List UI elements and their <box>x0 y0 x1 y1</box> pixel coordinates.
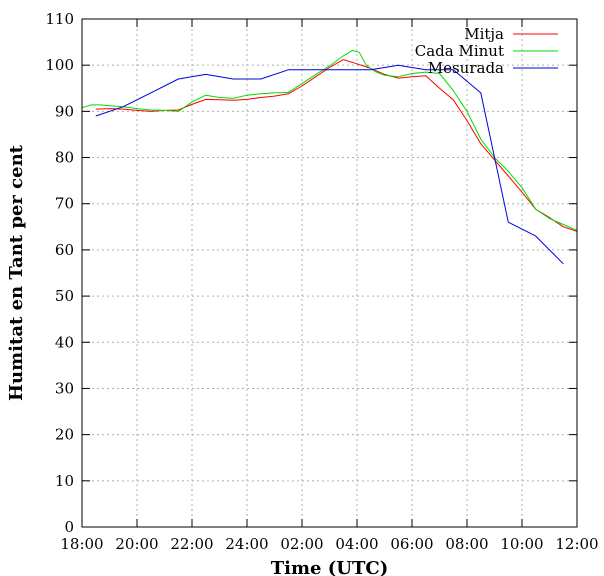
series-layer <box>81 49 578 265</box>
x-tick-label: 20:00 <box>115 535 158 553</box>
x-axis-title: Time (UTC) <box>271 558 388 576</box>
y-tick-label: 110 <box>45 10 74 28</box>
plot-frame <box>81 18 578 528</box>
legend-label: Cada Minut <box>415 42 504 60</box>
grid <box>82 19 577 527</box>
series-line-mitja <box>95 59 578 232</box>
y-tick-label: 30 <box>55 379 74 397</box>
axis-ticks: 0 10 20 30 40 50 60 70 80 90 100 110 18:00 20:00 22:00… <box>45 10 598 553</box>
y-tick-label: 80 <box>55 149 74 167</box>
y-tick-label: 70 <box>55 195 74 213</box>
x-tick-label: 22:00 <box>170 535 213 553</box>
legend-label: Mitja <box>464 25 504 43</box>
x-tick-label: 24:00 <box>225 535 268 553</box>
x-tick-label: 10:00 <box>500 535 543 553</box>
y-tick-label: 100 <box>45 56 74 74</box>
y-tick-label: 50 <box>55 287 74 305</box>
y-axis-title: Humitat en Tant per cent <box>6 144 27 401</box>
y-tick-label: 20 <box>55 426 74 444</box>
x-tick-label: 08:00 <box>445 535 488 553</box>
x-tick-label: 04:00 <box>335 535 378 553</box>
y-tick-label: 60 <box>55 241 74 259</box>
x-tick-label: 02:00 <box>280 535 323 553</box>
y-tick-label: 90 <box>55 102 74 120</box>
y-tick-label: 10 <box>55 472 74 490</box>
x-tick-label: 18:00 <box>60 535 103 553</box>
x-tick-label: 06:00 <box>390 535 433 553</box>
x-tick-label: 12:00 <box>555 535 598 553</box>
y-tick-label: 40 <box>55 333 74 351</box>
y-tick-label: 0 <box>64 518 74 536</box>
legend-label: Mesurada <box>428 59 504 77</box>
series-line-cada-minut <box>81 49 578 231</box>
series-line-mesurada <box>95 64 564 265</box>
